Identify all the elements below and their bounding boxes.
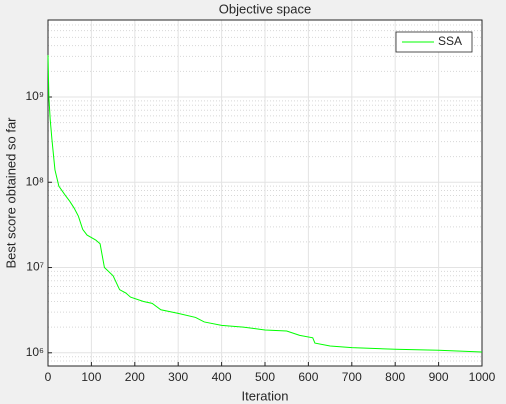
x-tick-label: 300 [168,370,188,384]
x-tick-label: 900 [429,370,449,384]
x-tick-label: 1000 [469,370,496,384]
x-tick-label: 500 [255,370,275,384]
axes-box [47,19,483,367]
x-tick-label: 200 [125,370,145,384]
data-line [47,55,483,353]
y-tick-label: 10⁸ [26,174,44,188]
x-tick-label: 0 [45,370,52,384]
y-tick-label: 10⁶ [26,345,44,359]
x-tick-label: 700 [342,370,362,384]
x-tick-label: 400 [212,370,232,384]
chart-title: Objective space [219,1,312,16]
x-tick-label: 600 [298,370,318,384]
y-tick-label: 10⁷ [26,260,44,274]
legend-label: SSA [438,34,462,48]
y-axis-label: Best score obtained so far [3,117,18,269]
x-tick-label: 800 [385,370,405,384]
y-tick-label: 10⁹ [26,89,45,103]
x-axis-label: Iteration [242,388,289,403]
x-tick-label: 100 [81,370,101,384]
